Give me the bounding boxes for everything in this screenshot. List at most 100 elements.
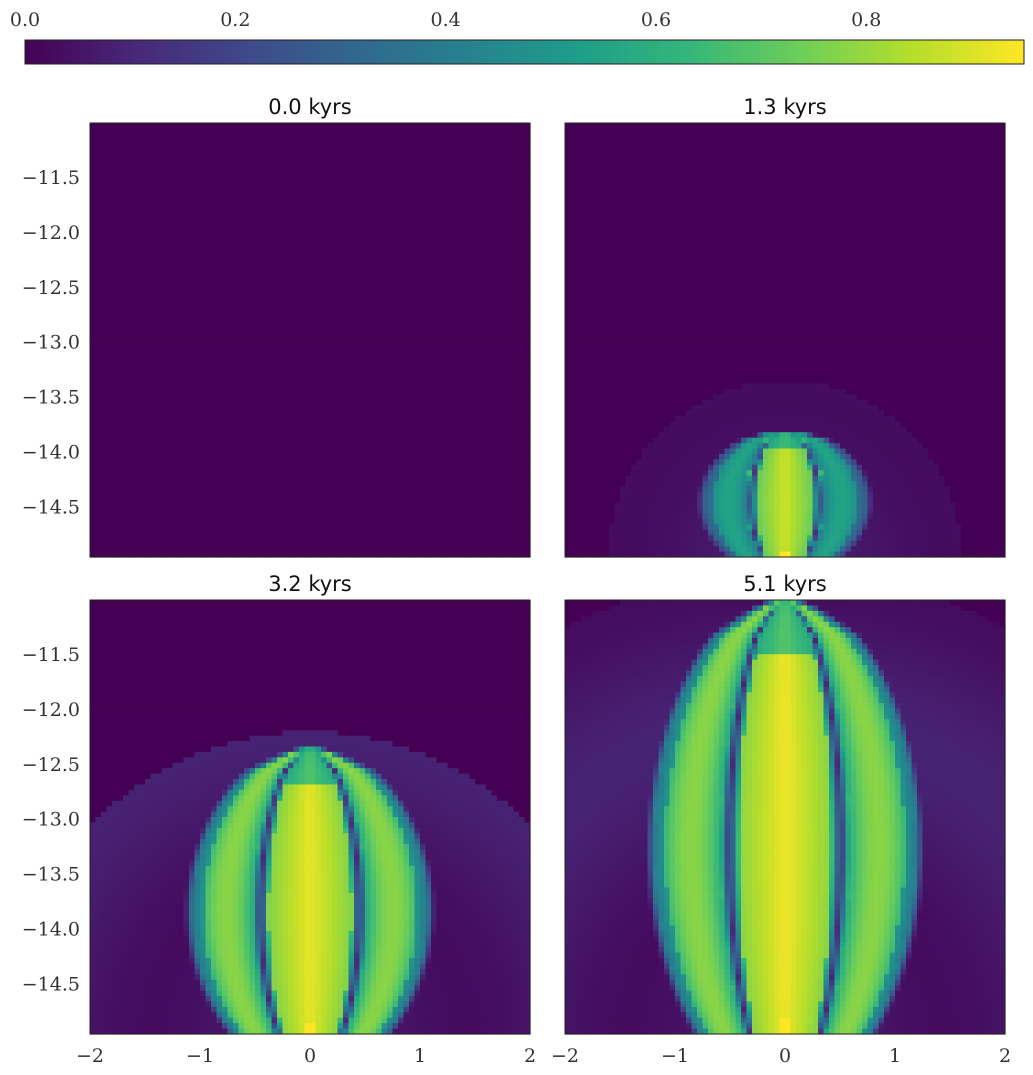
heatmap-cell [403, 296, 410, 303]
heatmap-cell [502, 231, 509, 238]
heatmap-cell [189, 340, 196, 347]
heatmap-cell [95, 459, 102, 466]
heatmap-cell [359, 285, 366, 292]
heatmap-cell [414, 399, 421, 406]
heatmap-cell [519, 193, 526, 200]
heatmap-cell [227, 302, 234, 309]
heatmap-cell [491, 405, 498, 412]
heatmap-cell [277, 302, 284, 309]
heatmap-cell [513, 166, 520, 173]
heatmap-cell [244, 318, 251, 325]
heatmap-cell [90, 155, 97, 162]
heatmap-cell [497, 356, 504, 363]
heatmap-cell [106, 350, 113, 357]
heatmap-cell [370, 367, 377, 374]
heatmap-cell [123, 399, 130, 406]
heatmap-cell [150, 269, 157, 276]
heatmap-cell [145, 242, 152, 249]
heatmap-cell [205, 405, 212, 412]
heatmap-cell [266, 377, 273, 384]
heatmap-cell [447, 443, 454, 450]
heatmap-cell [205, 236, 212, 243]
heatmap-cell [244, 356, 251, 363]
heatmap-cell [348, 220, 355, 227]
heatmap-cell [238, 329, 245, 336]
heatmap-cell [112, 247, 119, 254]
heatmap-cell [381, 383, 388, 390]
heatmap-cell [502, 312, 509, 319]
heatmap-cell [381, 367, 388, 374]
heatmap-cell [480, 144, 487, 151]
heatmap-cell [332, 198, 339, 205]
heatmap-cell [381, 188, 388, 195]
heatmap-cell [491, 334, 498, 341]
heatmap-cell [156, 448, 163, 455]
heatmap-cell [238, 323, 245, 330]
heatmap-cell [497, 155, 504, 162]
heatmap-cell [145, 160, 152, 167]
heatmap-cell [337, 188, 344, 195]
heatmap-cell [469, 350, 476, 357]
heatmap-cell [453, 155, 460, 162]
heatmap-cell [178, 182, 185, 189]
heatmap-cell [106, 274, 113, 281]
heatmap-cell [480, 340, 487, 347]
heatmap-cell [513, 405, 520, 412]
heatmap-cell [387, 372, 394, 379]
heatmap-cell [211, 182, 218, 189]
heatmap-cell [172, 394, 179, 401]
heatmap-cell [359, 253, 366, 260]
heatmap-cell [101, 432, 108, 439]
heatmap-cell [403, 253, 410, 260]
heatmap-cell [381, 144, 388, 151]
heatmap-cell [392, 345, 399, 352]
heatmap-cell [513, 453, 520, 460]
heatmap-cell [431, 350, 438, 357]
heatmap-cell [447, 307, 454, 314]
heatmap-cell [365, 258, 372, 265]
heatmap-cell [381, 421, 388, 428]
heatmap-cell [354, 209, 361, 216]
heatmap-cell [365, 160, 372, 167]
heatmap-cell [123, 280, 130, 287]
heatmap-cell [288, 231, 295, 238]
heatmap-cell [502, 204, 509, 211]
heatmap-cell [387, 443, 394, 450]
heatmap-cell [475, 291, 482, 298]
heatmap-cell [95, 329, 102, 336]
heatmap-cell [398, 432, 405, 439]
heatmap-cell [222, 171, 229, 178]
heatmap-cell [464, 171, 471, 178]
heatmap-cell [370, 171, 377, 178]
heatmap-cell [310, 405, 317, 412]
heatmap-cell [497, 166, 504, 173]
heatmap-cell [244, 198, 251, 205]
heatmap-cell [101, 123, 108, 130]
heatmap-cell [420, 329, 427, 336]
heatmap-cell [425, 188, 432, 195]
heatmap-cell [513, 361, 520, 368]
heatmap-cell [161, 377, 168, 384]
heatmap-cell [95, 193, 102, 200]
heatmap-cell [425, 291, 432, 298]
heatmap-cell [216, 399, 223, 406]
heatmap-cell [513, 350, 520, 357]
heatmap-cell [282, 258, 289, 265]
heatmap-cell [117, 448, 124, 455]
heatmap-cell [189, 410, 196, 417]
heatmap-cell [409, 209, 416, 216]
heatmap-cell [172, 453, 179, 460]
heatmap-cell [502, 128, 509, 135]
heatmap-cell [178, 139, 185, 146]
heatmap-cell [310, 367, 317, 374]
heatmap-cell [112, 291, 119, 298]
heatmap-cell [200, 356, 207, 363]
heatmap-cell [359, 215, 366, 222]
heatmap-cell [502, 372, 509, 379]
heatmap-cell [403, 226, 410, 233]
heatmap-cell [491, 394, 498, 401]
heatmap-cell [288, 198, 295, 205]
heatmap-cell [398, 377, 405, 384]
heatmap-cell [315, 139, 322, 146]
heatmap-cell [227, 258, 234, 265]
